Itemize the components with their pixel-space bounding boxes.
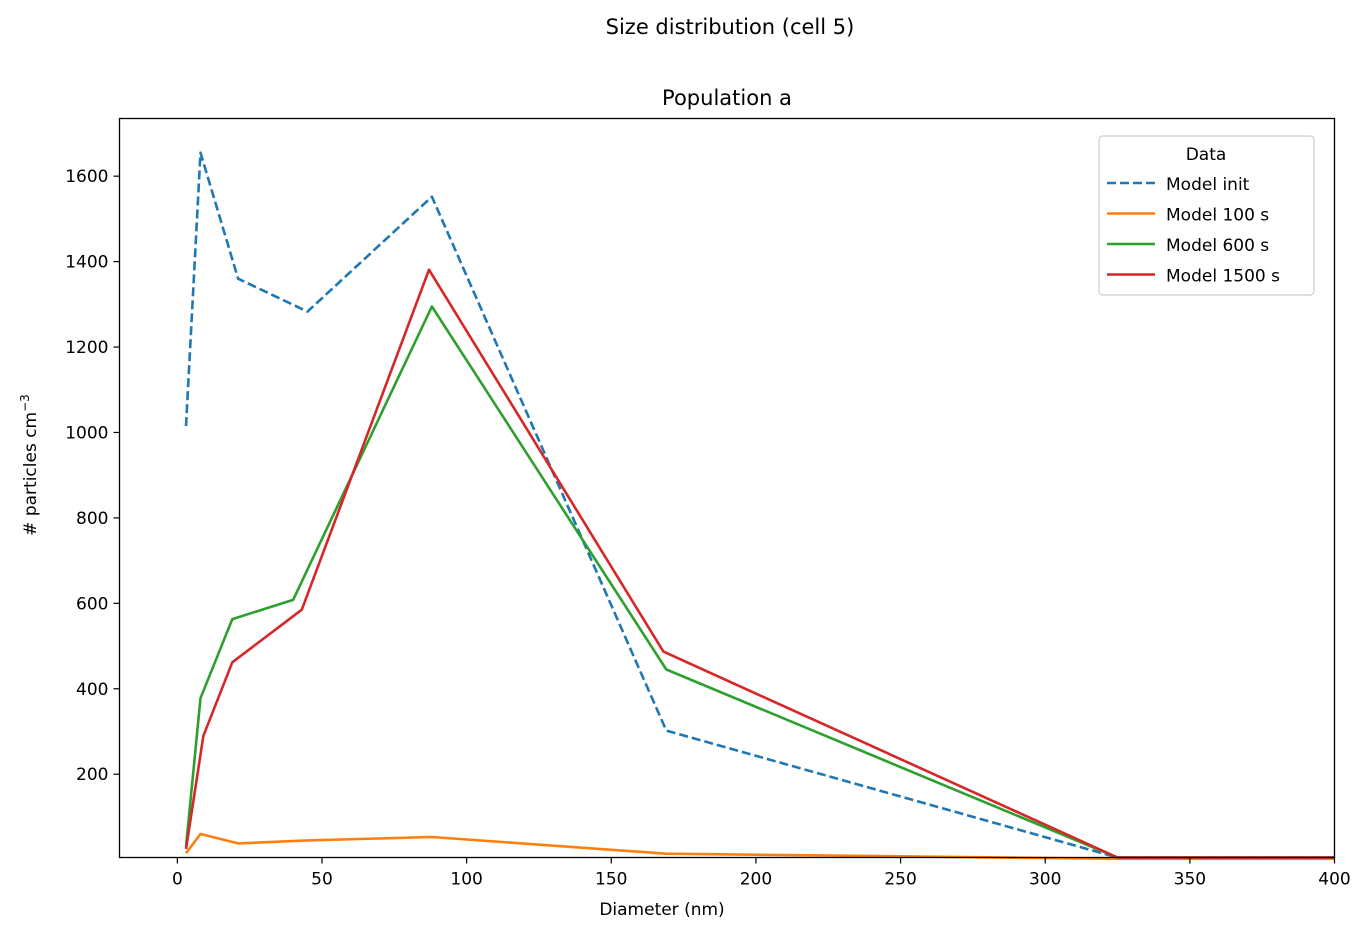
legend-label-0: Model init — [1166, 175, 1250, 195]
x-tick-label: 400 — [1318, 870, 1350, 890]
y-axis: 200 400 600 800 1000 1200 1400 1600 — [65, 167, 120, 785]
x-tick-label: 50 — [311, 870, 333, 890]
y-tick-label: 800 — [76, 509, 108, 529]
y-axis-label: # particles cm−3 — [18, 394, 41, 536]
x-tick-label: 150 — [595, 870, 627, 890]
series-layer — [184, 151, 1335, 861]
x-tick-label: 350 — [1174, 870, 1206, 890]
x-axis-label: Diameter (nm) — [599, 900, 724, 920]
x-tick-label: 200 — [740, 870, 772, 890]
y-tick-label: 600 — [76, 594, 108, 614]
x-axis: 0 50 100 150 200 250 300 350 400 — [172, 857, 1351, 890]
series-line-3 — [184, 268, 1335, 859]
y-axis-label-main: # particles cm — [21, 412, 41, 536]
x-tick-label: 100 — [450, 870, 482, 890]
legend-label-1: Model 100 s — [1166, 206, 1269, 226]
plot-frame — [118, 117, 1336, 859]
series-line-0 — [184, 151, 1335, 859]
chart-title: Population a — [662, 86, 792, 110]
legend-box — [1098, 135, 1315, 296]
y-tick-label: 1400 — [65, 253, 108, 273]
figure-suptitle: Size distribution (cell 5) — [606, 15, 855, 39]
x-tick-label: 250 — [884, 870, 916, 890]
y-tick-label: 200 — [76, 765, 108, 785]
legend-title: Data — [1186, 145, 1227, 165]
y-tick-label: 1600 — [65, 167, 108, 187]
y-tick-label: 1000 — [65, 423, 108, 443]
x-tick-label: 0 — [172, 870, 183, 890]
y-axis-label-superscript: −3 — [18, 394, 32, 412]
legend-label-2: Model 600 s — [1166, 236, 1269, 256]
series-line-1 — [184, 832, 1335, 861]
legend-items: Model init Model 100 s Model 600 s Model 15… — [1107, 175, 1280, 287]
legend-label-3: Model 1500 s — [1166, 267, 1280, 287]
y-tick-label: 1200 — [65, 338, 108, 358]
x-tick-label: 300 — [1029, 870, 1061, 890]
y-tick-label: 400 — [76, 680, 108, 700]
series-line-2 — [184, 305, 1335, 859]
